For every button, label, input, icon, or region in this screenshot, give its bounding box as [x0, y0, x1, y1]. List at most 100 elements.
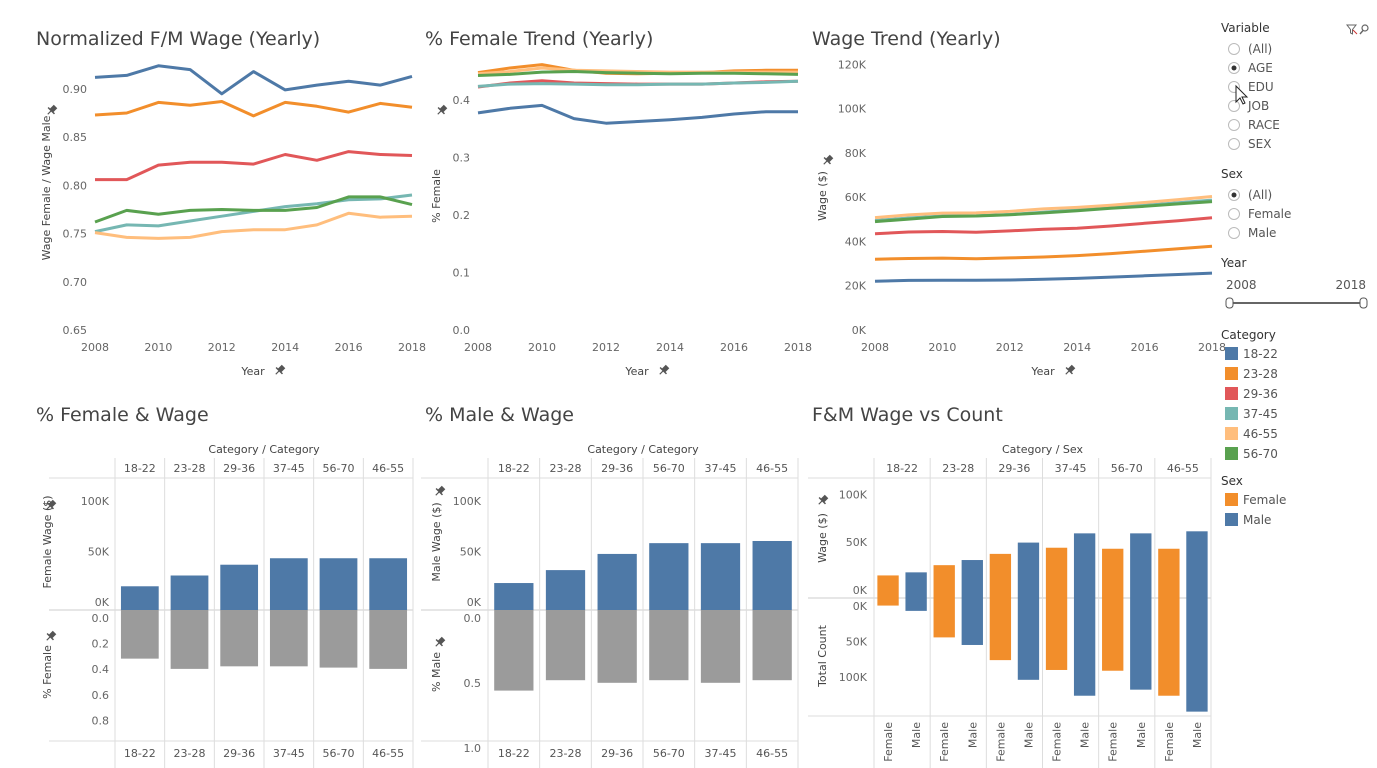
count-bar-female[interactable]: [1045, 598, 1068, 670]
pin-icon[interactable]: [44, 629, 58, 643]
series-line-46-55[interactable]: [874, 195, 1213, 220]
series-line-18-22[interactable]: [477, 103, 798, 125]
legend-item-female[interactable]: Female: [1225, 493, 1286, 507]
radio-option-race[interactable]: RACE: [1228, 118, 1280, 132]
pin-icon[interactable]: [435, 103, 449, 117]
wage-bar-female[interactable]: [933, 565, 955, 598]
count-bar-male[interactable]: [1186, 598, 1208, 712]
radio-option-sex[interactable]: SEX: [1228, 137, 1272, 151]
title-female-trend: % Female Trend (Yearly): [425, 28, 653, 50]
legend-item-18-22[interactable]: 18-22: [1225, 347, 1278, 361]
wage-bar[interactable]: [752, 540, 792, 610]
clear-filter-icon[interactable]: [1345, 24, 1358, 35]
wage-bar-female[interactable]: [1158, 548, 1180, 598]
wage-bar[interactable]: [319, 558, 358, 610]
pct-bar[interactable]: [545, 610, 586, 681]
series-line-18-22[interactable]: [94, 64, 413, 96]
count-bar-male[interactable]: [905, 598, 927, 611]
pct-bar[interactable]: [319, 610, 358, 668]
pct-bar[interactable]: [700, 610, 741, 683]
pin-icon[interactable]: [44, 498, 58, 512]
pin-icon[interactable]: [433, 484, 447, 498]
radio-option-age[interactable]: AGE: [1228, 61, 1273, 75]
year-slider-max-handle[interactable]: [1359, 297, 1368, 309]
sex-label: Male: [966, 722, 979, 748]
radio-option-female[interactable]: Female: [1228, 207, 1292, 221]
wage-bar-male[interactable]: [1130, 533, 1152, 598]
pin-icon[interactable]: [433, 635, 447, 649]
pin-icon[interactable]: [273, 363, 287, 377]
legend-item-37-45[interactable]: 37-45: [1225, 407, 1278, 421]
count-bar-female[interactable]: [933, 598, 955, 638]
count-y-tick: 50K: [846, 635, 868, 648]
series-line-23-28[interactable]: [94, 100, 413, 118]
pin-icon[interactable]: [657, 363, 671, 377]
wage-bar[interactable]: [220, 564, 259, 610]
count-bar-female[interactable]: [1102, 598, 1124, 671]
wage-bar[interactable]: [700, 543, 741, 610]
pct-bar[interactable]: [597, 610, 637, 683]
wage-bar[interactable]: [649, 543, 689, 610]
wage-bar[interactable]: [545, 570, 586, 610]
legend-item-29-36[interactable]: 29-36: [1225, 387, 1278, 401]
wage-bar[interactable]: [369, 558, 408, 610]
wage-bar-female[interactable]: [1102, 548, 1124, 598]
radio-option-job[interactable]: JOB: [1228, 99, 1270, 113]
pct-bar[interactable]: [752, 610, 792, 681]
pin-icon[interactable]: [1063, 363, 1077, 377]
wage-bar[interactable]: [597, 553, 637, 610]
count-bar-male[interactable]: [961, 598, 983, 645]
pin-icon[interactable]: [816, 493, 830, 507]
pin-icon[interactable]: [821, 153, 835, 167]
count-bar-male[interactable]: [1073, 598, 1096, 696]
count-bar-male[interactable]: [1130, 598, 1152, 690]
series-line-56-70[interactable]: [477, 70, 799, 77]
pct-bar[interactable]: [494, 610, 534, 691]
radio-option-all[interactable]: (All): [1228, 42, 1273, 56]
legend-item-46-55[interactable]: 46-55: [1225, 427, 1278, 441]
legend-item-23-28[interactable]: 23-28: [1225, 367, 1278, 381]
search-filter-icon[interactable]: [1359, 24, 1369, 35]
pct-axis-label: % Male: [430, 652, 443, 692]
wage-bar-male[interactable]: [961, 560, 983, 598]
series-line-29-36[interactable]: [874, 216, 1213, 236]
pin-icon[interactable]: [45, 103, 59, 117]
pct-bar[interactable]: [120, 610, 159, 659]
legend-item-male[interactable]: Male: [1225, 513, 1271, 527]
series-line-18-22[interactable]: [874, 271, 1213, 283]
pct-bar[interactable]: [170, 610, 209, 669]
wage-bar-male[interactable]: [905, 572, 927, 598]
count-bar-female[interactable]: [877, 598, 899, 606]
wage-bar[interactable]: [170, 575, 209, 610]
pct-bar[interactable]: [369, 610, 408, 669]
radio-option-male[interactable]: Male: [1228, 226, 1277, 240]
wage-bar[interactable]: [494, 583, 534, 610]
series-line-56-70[interactable]: [94, 195, 413, 224]
radio-option-all[interactable]: (All): [1228, 188, 1273, 202]
count-bar-female[interactable]: [1158, 598, 1180, 696]
wage-bar-male[interactable]: [1186, 531, 1208, 598]
pct-bar[interactable]: [220, 610, 259, 667]
wage-bar[interactable]: [120, 586, 159, 610]
wage-bar-female[interactable]: [1045, 547, 1068, 598]
series-line-46-55[interactable]: [94, 211, 413, 240]
wage-bar-female[interactable]: [989, 553, 1012, 598]
count-bar-male[interactable]: [1017, 598, 1040, 680]
wage-y-tick: 0K: [467, 596, 482, 609]
wage-bar-male[interactable]: [1073, 533, 1096, 598]
series-line-29-36[interactable]: [95, 150, 413, 182]
wage-bar-male[interactable]: [1017, 542, 1040, 598]
series-line-37-45[interactable]: [477, 79, 799, 88]
category-header: 37-45: [1055, 462, 1087, 475]
series-line-56-70[interactable]: [874, 200, 1213, 224]
wage-bar[interactable]: [269, 558, 308, 610]
y-axis-label: % Female: [430, 169, 443, 223]
series-line-23-28[interactable]: [874, 244, 1213, 261]
count-bar-female[interactable]: [989, 598, 1012, 661]
pct-bar[interactable]: [649, 610, 689, 681]
wage-bar-female[interactable]: [877, 575, 899, 598]
radio-option-edu[interactable]: EDU: [1228, 80, 1274, 94]
year-slider-min-handle[interactable]: [1225, 297, 1234, 309]
pct-bar[interactable]: [269, 610, 308, 667]
legend-item-56-70[interactable]: 56-70: [1225, 447, 1278, 461]
